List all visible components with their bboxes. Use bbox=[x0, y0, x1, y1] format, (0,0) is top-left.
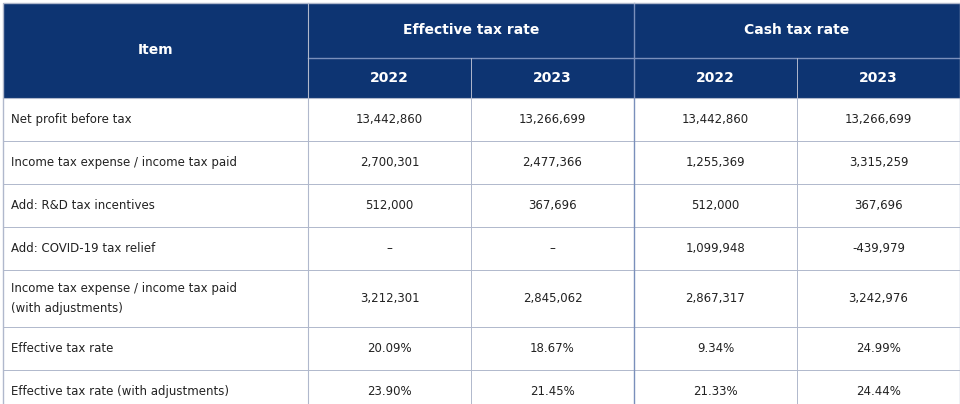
Text: 2022: 2022 bbox=[370, 71, 409, 85]
Text: 2,700,301: 2,700,301 bbox=[360, 156, 420, 169]
Text: 24.44%: 24.44% bbox=[856, 385, 900, 398]
Text: Income tax expense / income tax paid: Income tax expense / income tax paid bbox=[11, 156, 237, 169]
Text: Cash tax rate: Cash tax rate bbox=[744, 23, 850, 38]
Text: 1,255,369: 1,255,369 bbox=[685, 156, 745, 169]
Bar bbox=[797, 58, 960, 98]
Bar bbox=[3, 141, 960, 184]
Bar bbox=[3, 98, 960, 141]
Text: Income tax expense / income tax paid: Income tax expense / income tax paid bbox=[11, 282, 237, 295]
Bar bbox=[3, 184, 960, 227]
Text: 367,696: 367,696 bbox=[528, 199, 577, 212]
Bar bbox=[3, 3, 308, 98]
Text: 2,867,317: 2,867,317 bbox=[685, 292, 745, 305]
Bar bbox=[3, 370, 960, 404]
Text: 23.90%: 23.90% bbox=[367, 385, 412, 398]
Text: Net profit before tax: Net profit before tax bbox=[11, 113, 132, 126]
Text: 512,000: 512,000 bbox=[691, 199, 739, 212]
Text: 2,477,366: 2,477,366 bbox=[522, 156, 583, 169]
Text: 13,266,699: 13,266,699 bbox=[518, 113, 587, 126]
Text: Effective tax rate: Effective tax rate bbox=[403, 23, 540, 38]
Text: 3,212,301: 3,212,301 bbox=[360, 292, 420, 305]
Text: 21.45%: 21.45% bbox=[530, 385, 575, 398]
Text: 512,000: 512,000 bbox=[366, 199, 414, 212]
Text: 24.99%: 24.99% bbox=[856, 342, 900, 355]
Bar bbox=[3, 327, 960, 370]
Text: 2023: 2023 bbox=[533, 71, 572, 85]
Text: 3,242,976: 3,242,976 bbox=[849, 292, 908, 305]
Text: 21.33%: 21.33% bbox=[693, 385, 738, 398]
Text: -439,979: -439,979 bbox=[852, 242, 905, 255]
Text: Add: COVID-19 tax relief: Add: COVID-19 tax relief bbox=[11, 242, 156, 255]
Text: –: – bbox=[549, 242, 556, 255]
Text: 13,266,699: 13,266,699 bbox=[845, 113, 912, 126]
Bar bbox=[308, 3, 634, 58]
Text: 2023: 2023 bbox=[859, 71, 898, 85]
Text: 3,315,259: 3,315,259 bbox=[849, 156, 908, 169]
Bar bbox=[634, 58, 797, 98]
Text: –: – bbox=[387, 242, 393, 255]
Bar bbox=[3, 270, 960, 327]
Text: 13,442,860: 13,442,860 bbox=[682, 113, 749, 126]
Text: 9.34%: 9.34% bbox=[697, 342, 734, 355]
Text: Effective tax rate: Effective tax rate bbox=[11, 342, 113, 355]
Text: Item: Item bbox=[137, 44, 174, 57]
Text: 18.67%: 18.67% bbox=[530, 342, 575, 355]
Text: 13,442,860: 13,442,860 bbox=[356, 113, 423, 126]
Text: 20.09%: 20.09% bbox=[367, 342, 412, 355]
Text: Effective tax rate (with adjustments): Effective tax rate (with adjustments) bbox=[11, 385, 229, 398]
Text: 1,099,948: 1,099,948 bbox=[685, 242, 745, 255]
Text: (with adjustments): (with adjustments) bbox=[11, 302, 123, 315]
Text: 2,845,062: 2,845,062 bbox=[522, 292, 583, 305]
Text: 2022: 2022 bbox=[696, 71, 735, 85]
Bar bbox=[634, 3, 960, 58]
Bar bbox=[308, 58, 471, 98]
Text: 367,696: 367,696 bbox=[854, 199, 902, 212]
Bar bbox=[3, 227, 960, 270]
Text: Add: R&D tax incentives: Add: R&D tax incentives bbox=[11, 199, 155, 212]
Bar bbox=[471, 58, 634, 98]
